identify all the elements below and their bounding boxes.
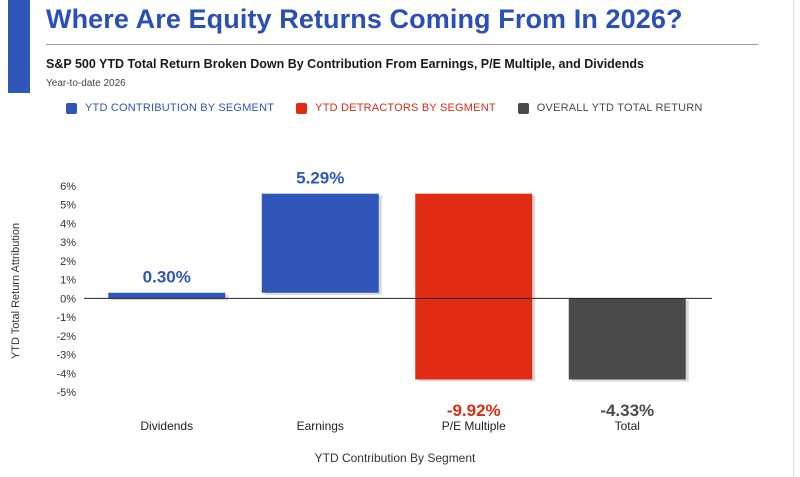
y-tick-label: -1% xyxy=(56,312,76,324)
bar xyxy=(415,193,533,380)
legend-item-contribution: YTD CONTRIBUTION BY SEGMENT xyxy=(66,102,274,114)
legend-swatch-contribution xyxy=(66,102,77,114)
y-tick-label: -3% xyxy=(56,350,76,362)
x-tick-label: Total xyxy=(615,419,640,433)
bar-value-label: -9.92% xyxy=(447,401,501,420)
y-tick-label: -5% xyxy=(56,387,76,399)
bar-value-label: -4.33% xyxy=(600,401,654,420)
y-tick-label: 3% xyxy=(60,237,76,249)
x-axis-title: YTD Contribution By Segment xyxy=(315,451,476,465)
bar-value-label: 0.30% xyxy=(143,268,191,287)
legend-label-contribution: YTD CONTRIBUTION BY SEGMENT xyxy=(85,102,275,114)
x-tick-label: Dividends xyxy=(140,419,193,433)
legend-label-total: OVERALL YTD TOTAL RETURN xyxy=(536,102,703,114)
y-tick-label: -2% xyxy=(56,331,76,343)
bar xyxy=(261,193,379,293)
legend-label-detractors: YTD DETRACTORS BY SEGMENT xyxy=(315,102,496,114)
bar xyxy=(568,298,686,380)
bar xyxy=(108,292,226,299)
title-divider xyxy=(46,44,758,45)
legend-item-detractors: YTD DETRACTORS BY SEGMENT xyxy=(296,102,496,114)
y-tick-label: 2% xyxy=(60,256,76,268)
bar-value-label: 5.29% xyxy=(296,169,344,188)
accent-bar xyxy=(8,0,30,93)
chart-caption: Year-to-date 2026 xyxy=(46,78,126,89)
x-tick-label: Earnings xyxy=(297,419,344,433)
y-tick-label: 4% xyxy=(60,218,76,230)
y-tick-label: 1% xyxy=(60,275,76,287)
x-tick-label: P/E Multiple xyxy=(442,419,506,433)
legend-item-total: OVERALL YTD TOTAL RETURN xyxy=(517,102,703,114)
y-axis-title: YTD Total Return Attribution xyxy=(10,223,22,359)
y-tick-label: -4% xyxy=(56,368,76,380)
y-tick-label: 6% xyxy=(60,181,76,193)
frame-edge xyxy=(793,0,794,477)
legend-swatch-total xyxy=(517,102,529,114)
chart-subtitle: S&P 500 YTD Total Return Broken Down By … xyxy=(46,57,644,71)
y-tick-label: 0% xyxy=(60,293,76,305)
legend-swatch-detractors xyxy=(296,102,308,114)
chart-legend: YTD CONTRIBUTION BY SEGMENT YTD DETRACTO… xyxy=(66,102,725,114)
y-tick-label: 5% xyxy=(60,200,76,212)
page-title: Where Are Equity Returns Coming From In … xyxy=(46,4,683,34)
